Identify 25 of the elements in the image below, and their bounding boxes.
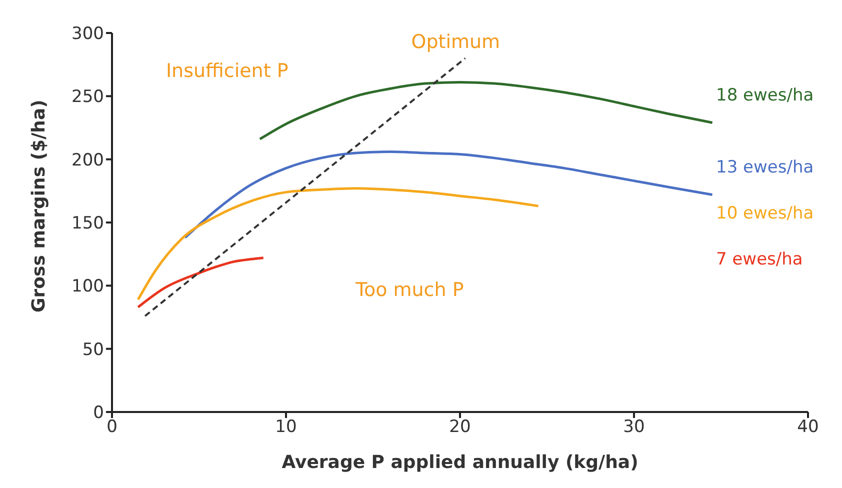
y-tick-label: 300 bbox=[72, 24, 104, 44]
line-series bbox=[184, 150, 714, 239]
line-series bbox=[136, 187, 540, 301]
x-tick-label: 30 bbox=[623, 417, 645, 438]
series-label: 13 ewes/ha bbox=[716, 158, 814, 178]
series-label: 18 ewes/ha bbox=[716, 86, 814, 106]
x-tick-label: 10 bbox=[275, 417, 297, 438]
x-tick-label: 40 bbox=[797, 417, 819, 438]
line-series bbox=[136, 256, 265, 308]
x-tick-label: 0 bbox=[106, 417, 118, 438]
annotation: Too much P bbox=[354, 278, 464, 301]
y-tick-label: 200 bbox=[72, 150, 104, 170]
x-axis-title: Average P applied annually (kg/ha) bbox=[282, 452, 638, 473]
y-tick-label: 150 bbox=[72, 214, 104, 234]
x-tick-label: 20 bbox=[449, 417, 471, 438]
y-axis-title: Gross margins ($/ha) bbox=[28, 100, 50, 312]
y-tick-label: 0 bbox=[93, 403, 104, 424]
annotation: Optimum bbox=[411, 31, 500, 54]
y-tick-label: 250 bbox=[72, 87, 104, 108]
y-tick-label: 100 bbox=[72, 276, 104, 297]
annotation: Insufficient P bbox=[166, 60, 288, 82]
text: 10 ewes/ha bbox=[716, 204, 814, 224]
line-series bbox=[258, 81, 714, 140]
y-tick-label: 50 bbox=[82, 340, 104, 360]
text: 7 ewes/ha bbox=[716, 250, 803, 270]
